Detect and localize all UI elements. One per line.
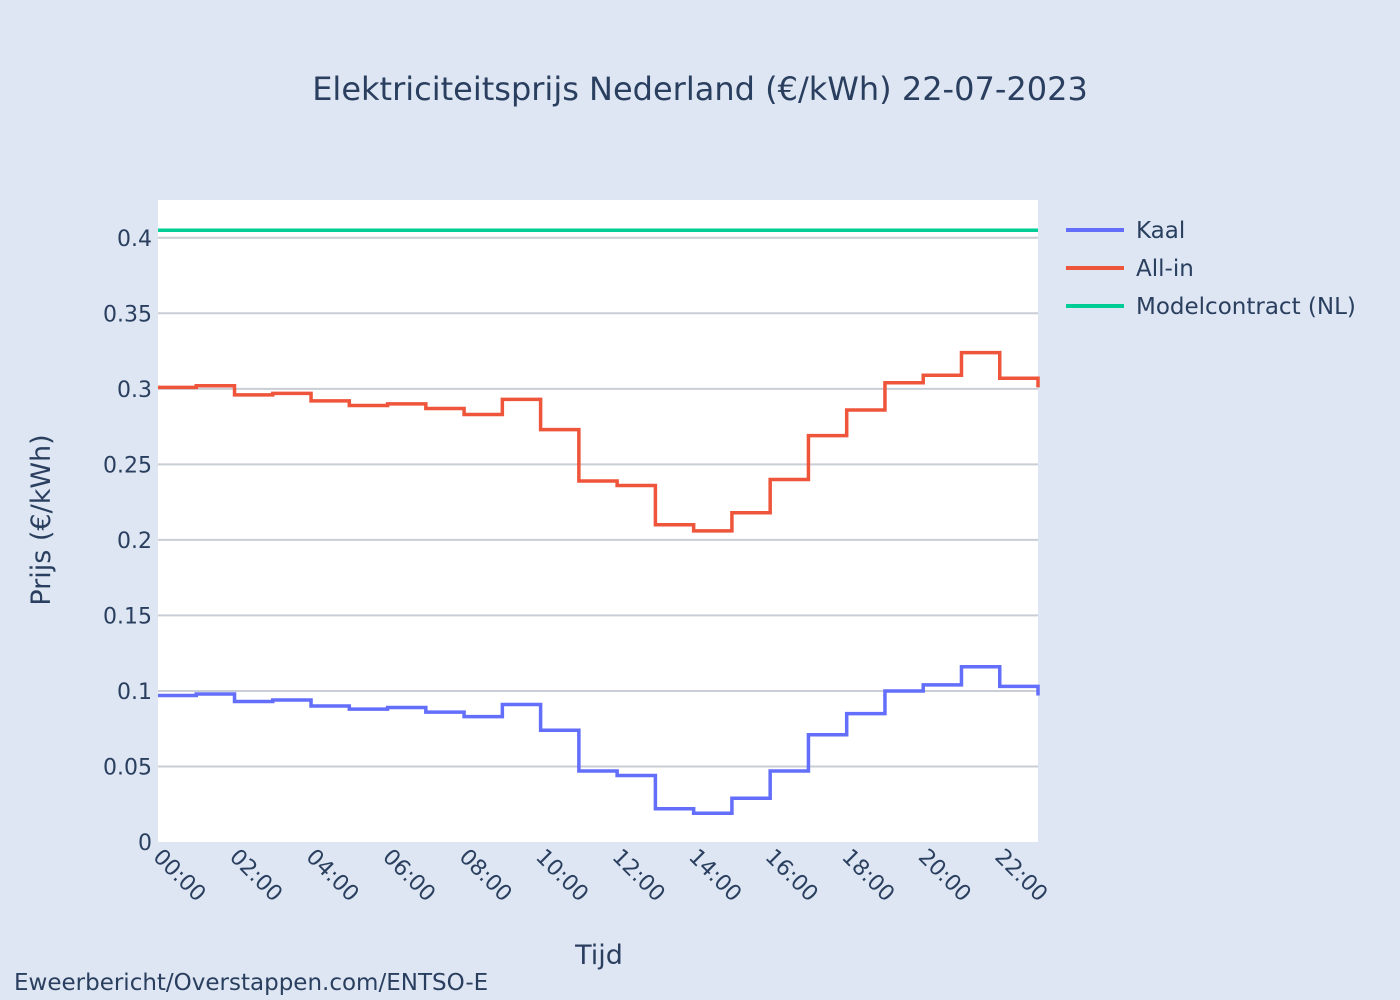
series-lines: [158, 228, 1040, 816]
y-tick-label: 0: [138, 831, 152, 856]
y-tick-label: 0.3: [117, 378, 152, 403]
y-tick-label: 0.2: [117, 529, 152, 554]
plot-area: [158, 200, 1038, 842]
legend-label: Kaal: [1136, 218, 1185, 244]
series-line-kaal: [158, 665, 1040, 816]
legend-label: Modelcontract (NL): [1136, 294, 1356, 320]
x-tick-label: 22:00: [989, 845, 1052, 908]
y-axis-title: Prijs (€/kWh): [26, 434, 57, 605]
y-tick-label: 0.4: [117, 227, 152, 252]
x-axis-ticks: 00:00 02:00 04:00 06:00 08:00 10:00 12:00 14:00…: [148, 845, 1052, 908]
legend-item[interactable]: Kaal: [1066, 218, 1185, 244]
y-axis-ticks: 0 0.05 0.1 0.15 0.2 0.25 0.3 0.35 0.4: [103, 227, 152, 856]
y-tick-label: 0.1: [117, 680, 152, 705]
series-line-all-in: [158, 350, 1040, 533]
x-tick-label: 08:00: [454, 845, 517, 908]
x-tick-label: 12:00: [607, 845, 670, 908]
x-tick-label: 14:00: [683, 845, 746, 908]
chart-title: Elektriciteitsprijs Nederland (€/kWh) 22…: [312, 70, 1088, 108]
x-tick-label: 16:00: [760, 845, 823, 908]
x-tick-label: 18:00: [836, 845, 899, 908]
x-tick-label: 00:00: [148, 845, 211, 908]
y-tick-label: 0.15: [103, 604, 152, 629]
legend-item[interactable]: Modelcontract (NL): [1066, 294, 1356, 320]
source-credit: Eweerbericht/Overstappen.com/ENTSO-E: [14, 970, 488, 996]
x-tick-label: 10:00: [530, 845, 593, 908]
legend-item[interactable]: All-in: [1066, 256, 1194, 282]
x-tick-label: 20:00: [913, 845, 976, 908]
legend[interactable]: Kaal All-in Modelcontract (NL): [1066, 218, 1356, 320]
x-tick-label: 02:00: [224, 845, 287, 908]
legend-label: All-in: [1136, 256, 1194, 282]
grid-lines: [158, 236, 1038, 768]
y-tick-label: 0.05: [103, 755, 152, 780]
y-tick-label: 0.25: [103, 453, 152, 478]
y-tick-label: 0.35: [103, 302, 152, 327]
x-tick-label: 04:00: [301, 845, 364, 908]
x-axis-title: Tijd: [574, 940, 623, 971]
x-tick-label: 06:00: [377, 845, 440, 908]
